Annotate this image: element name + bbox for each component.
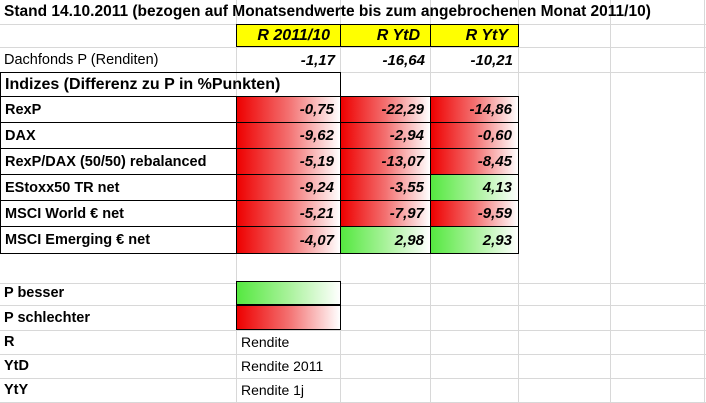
abbr-meaning-yty[interactable]: Rendite 1j bbox=[241, 382, 305, 398]
index-label-msci-world[interactable]: MSCI World € net bbox=[0, 200, 237, 227]
fund-value-month[interactable]: -1,17 bbox=[300, 51, 335, 69]
legend-label-worse[interactable]: P schlechter bbox=[4, 309, 90, 326]
index-label-rexp[interactable]: RexP bbox=[0, 96, 237, 123]
index-value-msci-emerging-ytd[interactable]: 2,98 bbox=[340, 226, 431, 254]
index-value-msci-emerging-month[interactable]: -4,07 bbox=[236, 226, 341, 254]
index-value-msci-world-month[interactable]: -5,21 bbox=[236, 200, 341, 227]
legend-swatch-worse[interactable] bbox=[236, 305, 341, 330]
index-value-estoxx50-ytd[interactable]: -3,55 bbox=[340, 174, 431, 201]
index-value-rexp-dax-ytd[interactable]: -13,07 bbox=[340, 148, 431, 175]
index-label-msci-emerging[interactable]: MSCI Emerging € net bbox=[0, 226, 237, 254]
index-value-rexp-ytd[interactable]: -22,29 bbox=[340, 96, 431, 123]
abbr-meaning-ytd[interactable]: Rendite 2011 bbox=[241, 358, 324, 374]
index-value-dax-month[interactable]: -9,62 bbox=[236, 122, 341, 149]
index-label-rexp-dax[interactable]: RexP/DAX (50/50) rebalanced bbox=[0, 148, 237, 175]
fund-value-ytd[interactable]: -16,64 bbox=[382, 51, 425, 69]
index-value-estoxx50-yty[interactable]: 4,13 bbox=[430, 174, 519, 201]
legend-swatch-better[interactable] bbox=[236, 281, 341, 305]
abbr-key-ytd[interactable]: YtD bbox=[4, 358, 29, 374]
index-value-rexp-dax-yty[interactable]: -8,45 bbox=[430, 148, 519, 175]
abbr-key-r[interactable]: R bbox=[4, 334, 15, 350]
abbr-meaning-r[interactable]: Rendite bbox=[241, 334, 290, 350]
index-value-msci-world-yty[interactable]: -9,59 bbox=[430, 200, 519, 227]
header-r-2011-10[interactable]: R 2011/10 bbox=[236, 24, 341, 47]
index-value-msci-world-ytd[interactable]: -7,97 bbox=[340, 200, 431, 227]
header-r-ytd[interactable]: R YtD bbox=[340, 24, 431, 47]
index-value-dax-ytd[interactable]: -2,94 bbox=[340, 122, 431, 149]
section-title[interactable]: Indizes (Differenz zu P in %Punkten) bbox=[0, 72, 341, 97]
legend-label-better[interactable]: P besser bbox=[4, 285, 65, 301]
abbr-key-yty[interactable]: YtY bbox=[4, 382, 29, 398]
index-label-estoxx50[interactable]: EStoxx50 TR net bbox=[0, 174, 237, 201]
index-value-rexp-yty[interactable]: -14,86 bbox=[430, 96, 519, 123]
index-value-rexp-dax-month[interactable]: -5,19 bbox=[236, 148, 341, 175]
index-value-estoxx50-month[interactable]: -9,24 bbox=[236, 174, 341, 201]
sheet-title: Stand 14.10.2011 (bezogen auf Monatsendw… bbox=[4, 3, 651, 20]
index-label-dax[interactable]: DAX bbox=[0, 122, 237, 149]
fund-label[interactable]: Dachfonds P (Renditen) bbox=[4, 52, 159, 68]
fund-value-yty[interactable]: -10,21 bbox=[470, 51, 513, 69]
index-value-msci-emerging-yty[interactable]: 2,93 bbox=[430, 226, 519, 254]
header-r-yty[interactable]: R YtY bbox=[430, 24, 519, 47]
index-value-dax-yty[interactable]: -0,60 bbox=[430, 122, 519, 149]
index-value-rexp-month[interactable]: -0,75 bbox=[236, 96, 341, 123]
